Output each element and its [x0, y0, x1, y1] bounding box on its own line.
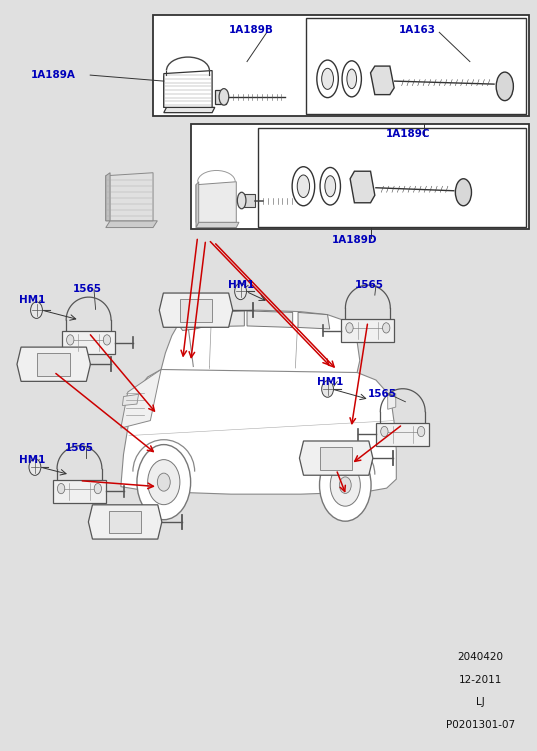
Circle shape — [31, 302, 42, 318]
Text: 1A189A: 1A189A — [31, 70, 76, 80]
Polygon shape — [196, 182, 199, 228]
Text: 1A189D: 1A189D — [332, 235, 378, 246]
Ellipse shape — [320, 167, 340, 205]
Text: LJ: LJ — [476, 697, 485, 707]
Polygon shape — [180, 299, 212, 321]
Text: 1A189B: 1A189B — [229, 25, 274, 35]
Polygon shape — [164, 74, 166, 107]
Text: HM1: HM1 — [19, 295, 45, 306]
Text: 2040420: 2040420 — [458, 652, 504, 662]
Bar — [153, 15, 529, 116]
Ellipse shape — [455, 179, 471, 206]
Polygon shape — [122, 394, 139, 406]
Polygon shape — [161, 310, 360, 372]
Text: 1565: 1565 — [368, 389, 397, 400]
Polygon shape — [38, 353, 70, 376]
Polygon shape — [106, 173, 153, 221]
Text: 12-2011: 12-2011 — [459, 674, 502, 685]
Circle shape — [339, 477, 351, 493]
Polygon shape — [106, 173, 110, 221]
Polygon shape — [196, 182, 236, 222]
Ellipse shape — [347, 69, 357, 89]
Polygon shape — [164, 107, 215, 113]
Circle shape — [382, 323, 390, 333]
Ellipse shape — [325, 176, 336, 197]
Polygon shape — [178, 312, 204, 330]
Polygon shape — [121, 369, 161, 428]
Polygon shape — [320, 447, 352, 469]
Polygon shape — [298, 312, 330, 329]
Text: 1A163: 1A163 — [398, 25, 436, 35]
Polygon shape — [164, 71, 212, 107]
Circle shape — [320, 449, 371, 521]
Ellipse shape — [292, 167, 315, 206]
Circle shape — [346, 323, 353, 333]
Text: 1565: 1565 — [354, 280, 383, 291]
Circle shape — [417, 427, 425, 436]
Polygon shape — [371, 66, 394, 95]
Ellipse shape — [317, 60, 338, 98]
Circle shape — [137, 445, 191, 520]
Ellipse shape — [496, 72, 513, 101]
Circle shape — [29, 459, 41, 475]
Polygon shape — [121, 364, 396, 494]
Text: 1A189C: 1A189C — [386, 128, 430, 139]
Circle shape — [322, 381, 333, 397]
Polygon shape — [106, 221, 157, 228]
Circle shape — [330, 464, 360, 506]
Text: P0201301-07: P0201301-07 — [446, 719, 515, 730]
Ellipse shape — [322, 68, 333, 89]
Polygon shape — [159, 293, 233, 327]
Text: HM1: HM1 — [228, 280, 255, 291]
Circle shape — [57, 484, 65, 493]
Polygon shape — [89, 505, 162, 539]
Polygon shape — [109, 511, 141, 533]
Polygon shape — [204, 311, 244, 327]
Circle shape — [103, 335, 111, 345]
Polygon shape — [247, 311, 293, 327]
Ellipse shape — [237, 192, 246, 209]
Ellipse shape — [342, 61, 361, 97]
Polygon shape — [243, 194, 255, 207]
Polygon shape — [342, 319, 394, 342]
Polygon shape — [388, 394, 396, 409]
Text: 1565: 1565 — [64, 443, 93, 454]
Polygon shape — [62, 331, 115, 354]
Text: 1565: 1565 — [72, 284, 101, 294]
Polygon shape — [300, 441, 373, 475]
Polygon shape — [53, 480, 106, 503]
Circle shape — [148, 460, 180, 505]
Polygon shape — [196, 222, 239, 228]
Circle shape — [67, 335, 74, 345]
Bar — [191, 124, 529, 229]
Circle shape — [235, 283, 246, 300]
Circle shape — [157, 473, 170, 491]
Text: HM1: HM1 — [19, 454, 45, 465]
Polygon shape — [17, 347, 90, 382]
Polygon shape — [350, 171, 375, 203]
Circle shape — [381, 427, 388, 436]
Bar — [306, 18, 526, 114]
Polygon shape — [215, 90, 226, 104]
Polygon shape — [376, 423, 429, 446]
Ellipse shape — [219, 89, 229, 105]
Ellipse shape — [297, 175, 309, 198]
Circle shape — [94, 484, 101, 493]
Bar — [258, 128, 526, 227]
Text: HM1: HM1 — [317, 376, 343, 387]
